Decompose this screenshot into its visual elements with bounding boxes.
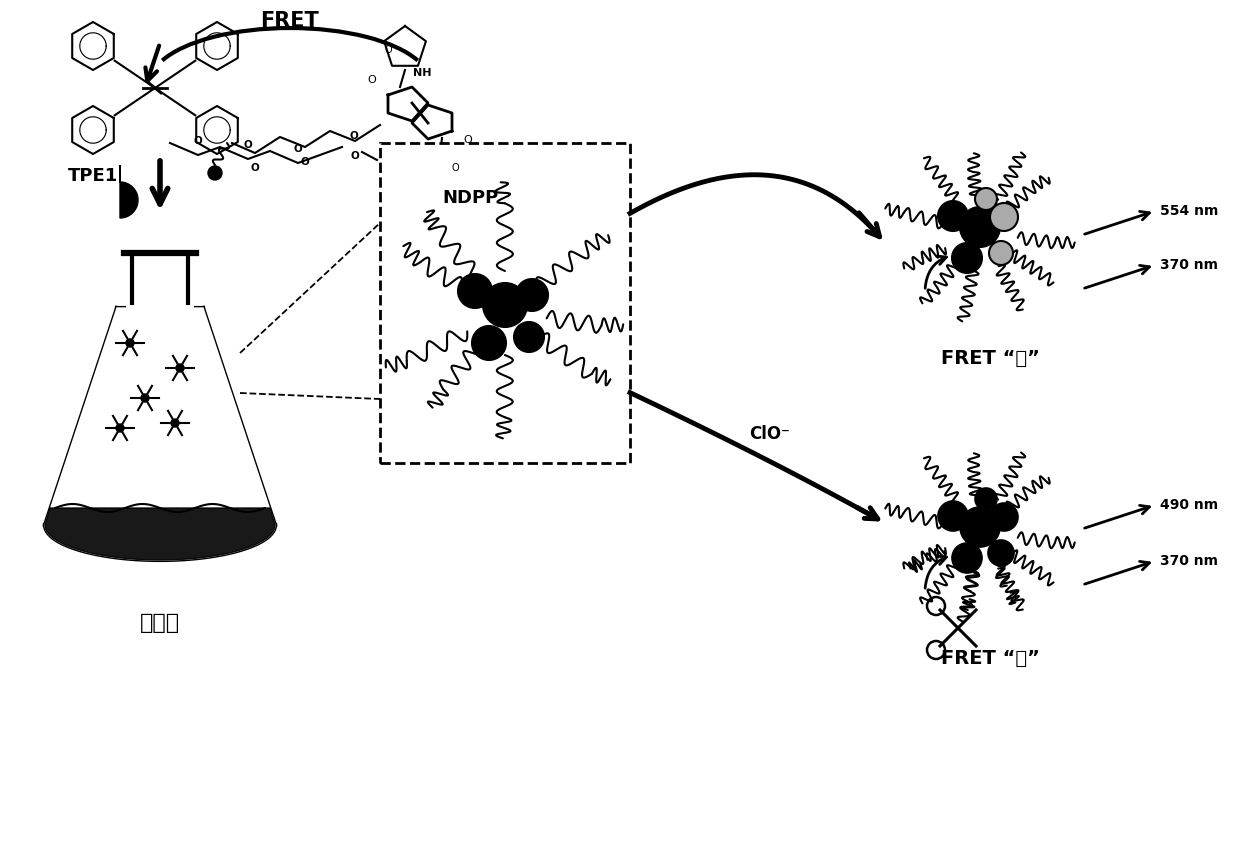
Circle shape xyxy=(171,419,179,427)
Text: O: O xyxy=(193,136,202,146)
Circle shape xyxy=(141,394,149,402)
Text: O: O xyxy=(464,135,472,145)
Circle shape xyxy=(515,322,544,352)
Text: O: O xyxy=(250,163,259,173)
Circle shape xyxy=(176,364,184,372)
Circle shape xyxy=(952,543,982,573)
Circle shape xyxy=(990,241,1013,265)
Circle shape xyxy=(472,326,506,360)
Text: O: O xyxy=(300,157,309,167)
Text: O: O xyxy=(384,45,392,55)
Text: FRET “开”: FRET “开” xyxy=(941,348,1039,368)
FancyBboxPatch shape xyxy=(379,143,630,463)
Text: FRET: FRET xyxy=(260,11,320,31)
Text: ClO⁻: ClO⁻ xyxy=(749,425,790,443)
Text: 自组装: 自组装 xyxy=(140,613,180,633)
Text: NH: NH xyxy=(413,68,432,78)
Circle shape xyxy=(960,207,999,247)
Circle shape xyxy=(990,503,1018,531)
Text: O: O xyxy=(350,131,358,141)
Polygon shape xyxy=(45,508,275,560)
Circle shape xyxy=(928,641,945,659)
Polygon shape xyxy=(45,308,275,560)
Circle shape xyxy=(937,201,968,231)
Text: O: O xyxy=(451,163,459,173)
Circle shape xyxy=(126,339,134,347)
Circle shape xyxy=(937,501,968,531)
Text: NDPP: NDPP xyxy=(441,189,498,207)
Circle shape xyxy=(928,597,945,615)
Text: O: O xyxy=(351,151,360,161)
Text: 370 nm: 370 nm xyxy=(1159,258,1218,272)
Circle shape xyxy=(208,166,222,180)
Circle shape xyxy=(990,203,1018,231)
Circle shape xyxy=(484,283,527,327)
Circle shape xyxy=(516,279,548,311)
Polygon shape xyxy=(120,165,138,218)
Circle shape xyxy=(988,540,1014,566)
Circle shape xyxy=(458,274,492,308)
Text: O: O xyxy=(243,140,253,150)
Circle shape xyxy=(952,243,982,273)
Text: 554 nm: 554 nm xyxy=(1159,204,1219,218)
Circle shape xyxy=(975,488,997,510)
Circle shape xyxy=(975,188,997,210)
Text: 490 nm: 490 nm xyxy=(1159,498,1218,512)
Text: O: O xyxy=(367,75,377,85)
Text: O: O xyxy=(294,144,303,154)
Text: TPE1: TPE1 xyxy=(68,167,118,185)
Circle shape xyxy=(117,424,124,432)
Circle shape xyxy=(960,507,999,547)
Text: FRET “关”: FRET “关” xyxy=(941,648,1039,668)
Text: 370 nm: 370 nm xyxy=(1159,554,1218,568)
